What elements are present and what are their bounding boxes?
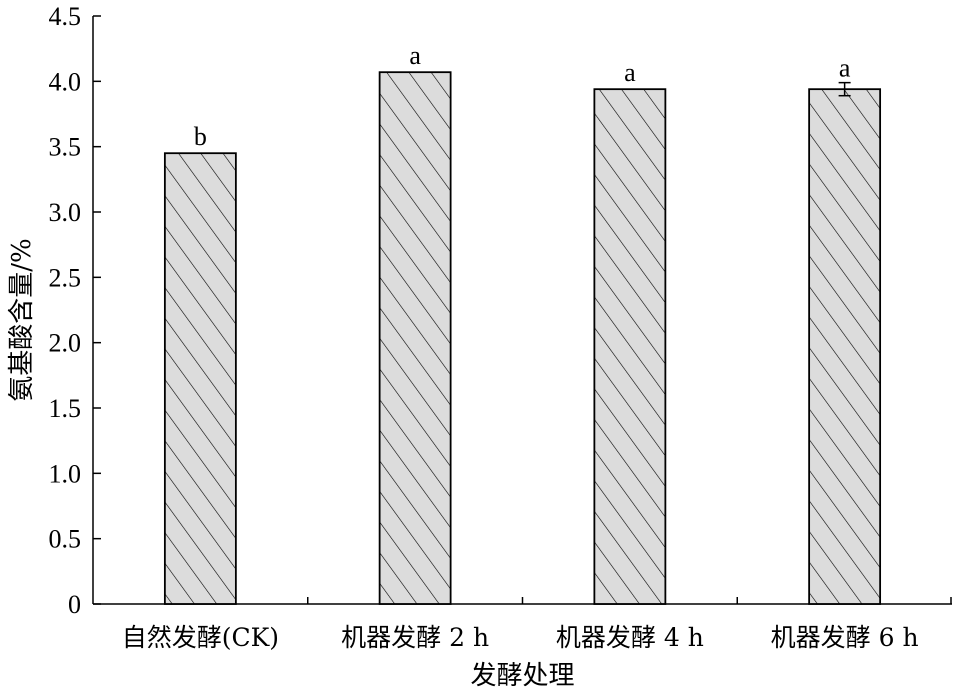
x-category-label: 自然发酵(CK): [122, 623, 279, 652]
y-tick-label: 2.5: [49, 263, 82, 292]
bar: [593, 88, 667, 605]
y-tick-label: 0: [68, 590, 81, 619]
x-category-label: 机器发酵 4 h: [556, 623, 704, 652]
y-tick-label: 1.0: [49, 459, 82, 488]
y-tick-label: 3.0: [49, 198, 82, 227]
y-tick-label: 4.0: [49, 67, 82, 96]
bar: [163, 152, 237, 605]
y-tick-label: 3.5: [49, 133, 82, 162]
significance-label: a: [409, 41, 421, 70]
significance-label: a: [839, 54, 851, 83]
significance-label: a: [624, 58, 636, 87]
significance-label: b: [194, 122, 207, 151]
labels-layer: b 自然发酵(CK) a 机器发酵 2 h a 机器发酵 4 h a 机器发酵 6 h: [122, 41, 919, 652]
x-axis-title: 发酵处理: [470, 661, 574, 691]
bar: [378, 71, 452, 605]
x-category-label: 机器发酵 2 h: [341, 623, 489, 652]
y-tick-label: 1.5: [49, 394, 82, 423]
bar: [808, 88, 882, 605]
y-tick-label: 2.0: [49, 329, 82, 358]
y-axis-title: 氨基酸含量/%: [7, 238, 37, 401]
x-category-label: 机器发酵 6 h: [771, 623, 919, 652]
y-tick-label: 4.5: [49, 2, 82, 31]
bar-series: [163, 71, 882, 605]
y-tick-label: 0.5: [49, 525, 82, 554]
y-axis: 0 0.5 1.0 1.5 2.0 2.5 3.0 3.5 4.0 4.5: [49, 2, 101, 619]
